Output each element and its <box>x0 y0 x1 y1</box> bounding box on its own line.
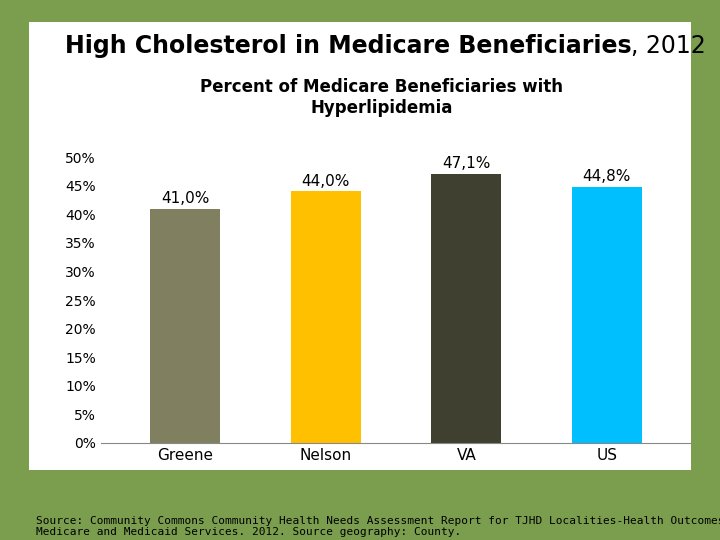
Text: 44,0%: 44,0% <box>302 174 350 188</box>
Text: Percent of Medicare Beneficiaries with
Hyperlipidemia: Percent of Medicare Beneficiaries with H… <box>200 78 563 117</box>
Bar <box>431 174 501 443</box>
Text: Source: Community Commons Community Health Needs Assessment Report for TJHD Loca: Source: Community Commons Community Heal… <box>36 516 720 537</box>
Bar <box>150 208 220 443</box>
Text: , 2012: , 2012 <box>631 34 706 58</box>
Text: 47,1%: 47,1% <box>442 156 490 171</box>
Text: 41,0%: 41,0% <box>161 191 210 206</box>
Bar <box>572 187 642 443</box>
Text: 44,8%: 44,8% <box>582 169 631 184</box>
Text: High Cholesterol in Medicare Beneficiaries: High Cholesterol in Medicare Beneficiari… <box>65 34 631 58</box>
Bar <box>291 192 361 443</box>
